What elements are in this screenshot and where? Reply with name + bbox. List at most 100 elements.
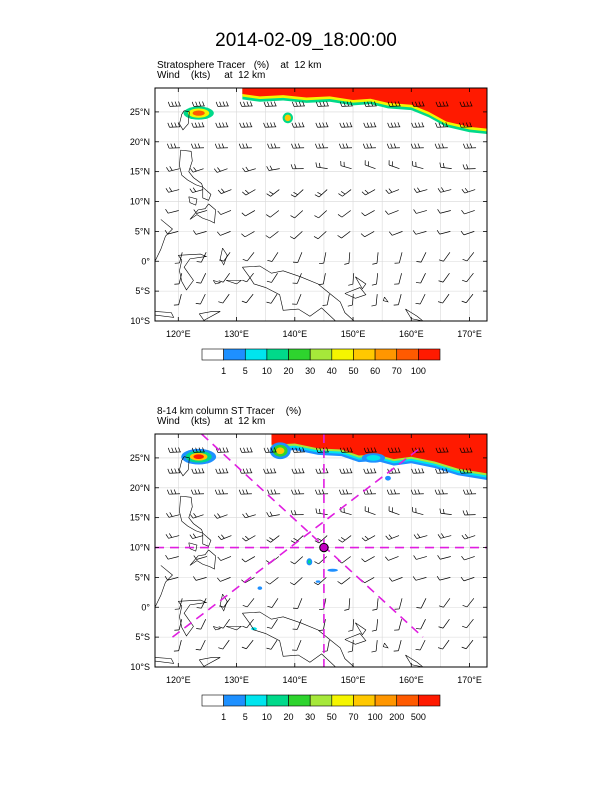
wind-barb bbox=[348, 619, 355, 632]
y-tick-label: 25°N bbox=[130, 453, 150, 463]
wind-barb bbox=[190, 143, 204, 149]
wind-barb bbox=[174, 619, 183, 631]
wind-barb bbox=[217, 210, 232, 215]
wind-barb bbox=[215, 447, 229, 453]
wind-barb bbox=[363, 122, 377, 128]
wind-barb bbox=[219, 598, 231, 608]
wind-barb bbox=[266, 210, 280, 218]
wind-barb bbox=[242, 512, 256, 519]
colorbar-label: 40 bbox=[327, 366, 337, 376]
x-tick-label: 130°E bbox=[224, 675, 249, 685]
wind-barb bbox=[361, 556, 375, 563]
wind-barb bbox=[267, 598, 279, 608]
colorbar-box bbox=[223, 694, 246, 707]
center-marker bbox=[319, 542, 329, 553]
wind-barb bbox=[266, 165, 280, 171]
wind-barb bbox=[372, 252, 379, 265]
wind-barb bbox=[292, 598, 303, 609]
coastline bbox=[179, 456, 190, 477]
wind-barb bbox=[292, 252, 303, 263]
colorbar-box bbox=[331, 348, 354, 361]
coastline bbox=[155, 311, 175, 318]
wind-barb bbox=[218, 273, 230, 283]
wind-barb bbox=[217, 556, 232, 561]
y-tick-label: 15°N bbox=[130, 513, 150, 523]
colorbar-label: 100 bbox=[411, 366, 426, 376]
wind-barb bbox=[438, 598, 451, 608]
tracer-blob-west-ring-3 bbox=[193, 454, 204, 460]
wind-barb bbox=[313, 231, 327, 240]
colorbar-label: 5 bbox=[243, 712, 248, 722]
wind-barb bbox=[174, 252, 183, 264]
wind-barb bbox=[167, 468, 181, 474]
colorbar: 1 5 10 20 30 50 70 100 200 500 bbox=[201, 694, 441, 722]
wind-barb bbox=[213, 513, 228, 519]
x-tick-label: 170°E bbox=[457, 675, 482, 685]
coastline bbox=[202, 532, 212, 547]
wind-barb bbox=[394, 273, 402, 285]
wind-barb bbox=[461, 293, 474, 304]
coastline bbox=[405, 308, 424, 321]
wind-barb bbox=[291, 447, 305, 453]
wind-barb bbox=[460, 576, 475, 582]
tracer-blob-west-ring-2 bbox=[192, 110, 205, 116]
wind-barb bbox=[291, 101, 305, 107]
wind-barb bbox=[292, 293, 302, 305]
colorbar-label: 1 bbox=[221, 366, 226, 376]
colorbar-label: 1 bbox=[221, 712, 226, 722]
colorbar-label: 20 bbox=[284, 366, 294, 376]
colorbar-box bbox=[374, 694, 398, 707]
coastline bbox=[242, 611, 355, 667]
wind-barb bbox=[267, 489, 281, 495]
coastline bbox=[202, 186, 212, 201]
wind-barb bbox=[263, 122, 277, 128]
wind-barb bbox=[190, 489, 204, 495]
wind-barb bbox=[394, 598, 403, 610]
wind-barb bbox=[461, 187, 476, 194]
wind-barb bbox=[394, 619, 402, 631]
wind-barb bbox=[215, 101, 229, 107]
wind-barb bbox=[242, 535, 256, 542]
wind-barb bbox=[218, 293, 230, 304]
wind-barb bbox=[214, 143, 228, 149]
colorbar-label: 5 bbox=[243, 366, 248, 376]
coastline bbox=[179, 149, 204, 188]
wind-barb bbox=[361, 189, 376, 196]
tracer-blob-northeast-ring-1 bbox=[366, 455, 381, 461]
plot-frame bbox=[154, 433, 488, 668]
wind-barb bbox=[438, 639, 450, 650]
x-tick-label: 150°E bbox=[341, 675, 366, 685]
wind-barb bbox=[164, 575, 179, 581]
wind-barb bbox=[239, 122, 253, 128]
wind-barb bbox=[241, 556, 256, 563]
colorbar-box bbox=[288, 348, 311, 361]
wind-barb bbox=[267, 252, 279, 262]
wind-barb bbox=[193, 555, 208, 560]
wind-barb bbox=[189, 167, 204, 173]
coastline bbox=[155, 657, 175, 664]
wind-barb bbox=[438, 252, 451, 262]
wind-barb bbox=[462, 598, 475, 608]
wind-barb bbox=[266, 535, 280, 543]
wind-barb bbox=[339, 122, 353, 128]
colorbar-label: 10 bbox=[262, 366, 272, 376]
coastline bbox=[155, 565, 173, 608]
wind-barb bbox=[315, 468, 329, 474]
wind-barb bbox=[386, 143, 400, 149]
wind-barb bbox=[361, 210, 375, 217]
colorbar-box bbox=[266, 348, 289, 361]
wind-barb bbox=[219, 252, 231, 262]
wind-barb bbox=[463, 489, 477, 495]
wind-barb bbox=[216, 231, 231, 236]
wind-barb bbox=[193, 230, 207, 235]
colorbar-box bbox=[244, 348, 268, 361]
wind-barb bbox=[322, 294, 330, 306]
wind-barb bbox=[459, 468, 473, 474]
wind-barb bbox=[238, 489, 252, 495]
plot-content bbox=[155, 88, 487, 321]
wind-barb bbox=[241, 639, 254, 650]
wind-barb bbox=[239, 101, 253, 107]
wind-barb bbox=[388, 577, 403, 582]
wind-barb bbox=[416, 598, 427, 609]
wind-barb bbox=[266, 273, 278, 283]
